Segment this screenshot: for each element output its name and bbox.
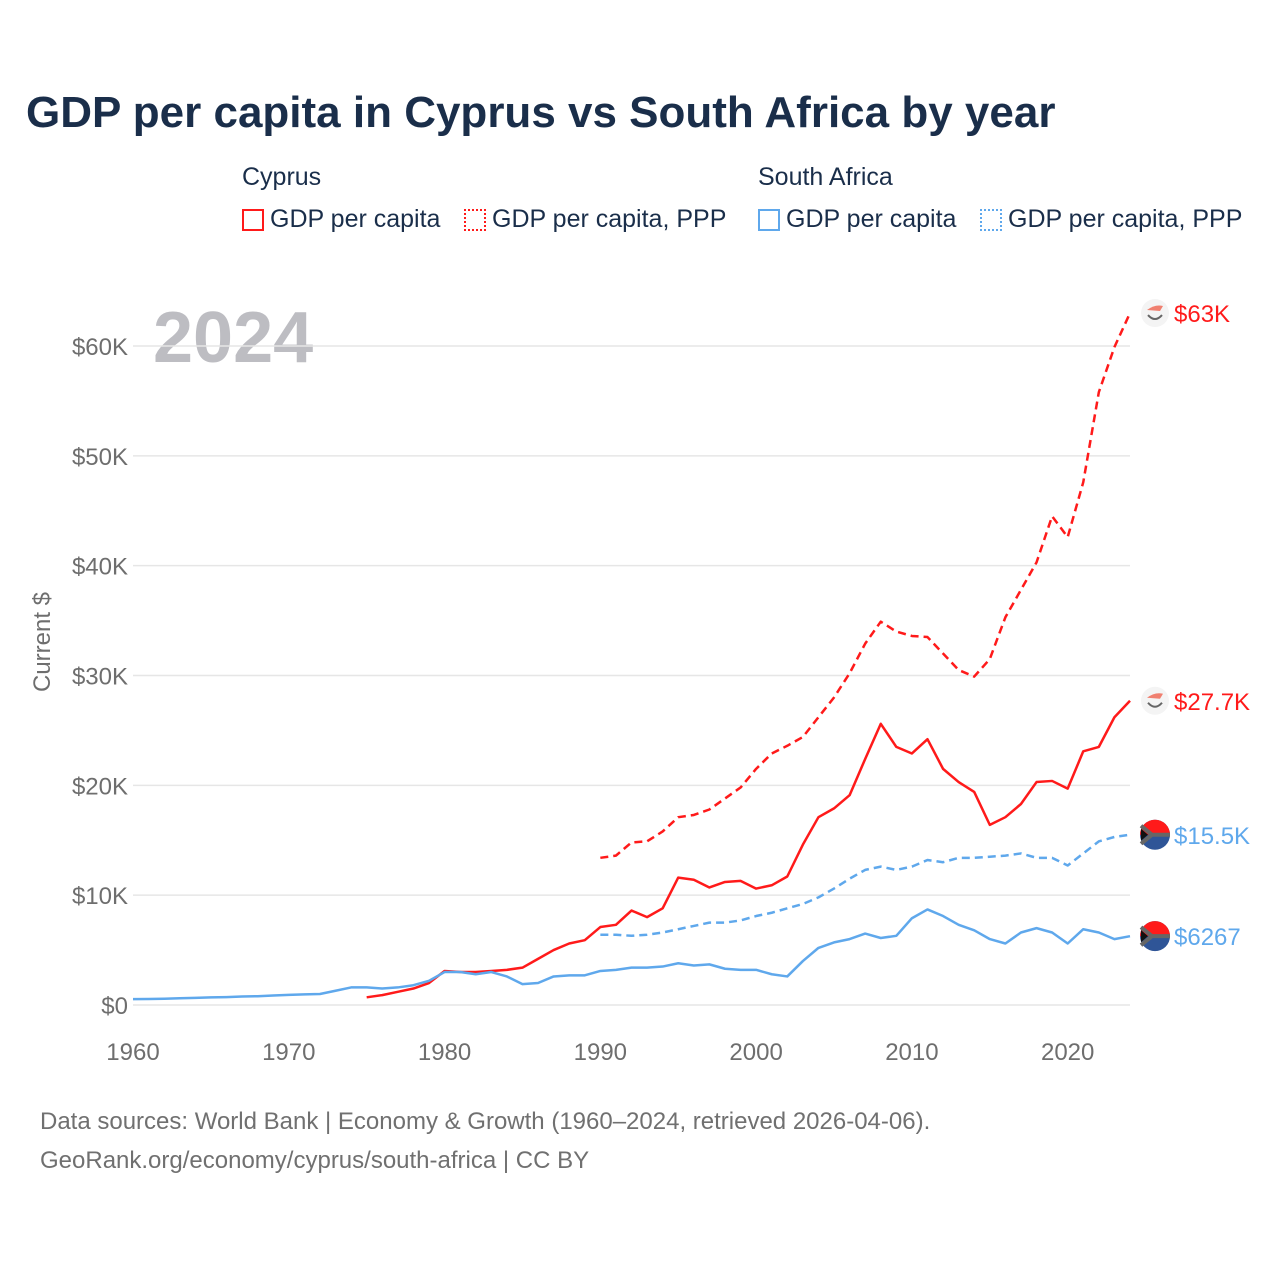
cyprus-flag-icon xyxy=(1141,686,1169,715)
y-tick-label: $20K xyxy=(72,773,128,800)
legend-sa-gdp[interactable]: GDP per capita xyxy=(758,205,956,234)
y-tick-label: $60K xyxy=(72,334,128,361)
legend-label: GDP per capita, PPP xyxy=(1008,205,1243,233)
y-axis-label: Current $ xyxy=(29,592,56,692)
cyprus-map-icon xyxy=(1147,693,1163,699)
legend-swatch-dotted xyxy=(464,208,486,231)
y-tick-label: $50K xyxy=(72,444,128,471)
end-value-label: $63K xyxy=(1174,301,1230,328)
legend-label: GDP per capita, PPP xyxy=(492,205,727,233)
olive-branch-icon xyxy=(1147,314,1163,321)
cyprus-flag-icon xyxy=(1141,299,1169,328)
legend-swatch-solid xyxy=(758,208,780,231)
flag-y-band xyxy=(1139,925,1170,947)
series-line-south-africa-gdp-per-capita xyxy=(132,908,1131,1001)
y-tick-label: $10K xyxy=(72,883,128,910)
source-line-1: Data sources: World Bank | Economy & Gro… xyxy=(40,1108,931,1135)
legend-sa-ppp[interactable]: GDP per capita, PPP xyxy=(980,205,1242,234)
legend-label: GDP per capita xyxy=(786,205,957,233)
y-tick-label: $30K xyxy=(72,664,128,691)
x-tick-label: 2000 xyxy=(729,1039,782,1066)
legend-cyprus-gdp[interactable]: GDP per capita xyxy=(242,205,440,234)
x-tick-label: 2020 xyxy=(1041,1039,1094,1066)
legend-group-cyprus: Cyprus xyxy=(242,163,322,191)
legend-label: GDP per capita xyxy=(270,205,441,233)
flag-black-triangle xyxy=(1141,828,1148,841)
y-tick-label: $40K xyxy=(72,554,128,581)
x-tick-label: 1960 xyxy=(106,1039,159,1066)
x-tick-label: 2010 xyxy=(885,1039,938,1066)
chart-title: GDP per capita in Cyprus vs South Africa… xyxy=(26,88,1056,137)
flag-y-band xyxy=(1139,824,1170,846)
olive-branch-icon xyxy=(1147,702,1163,708)
y-tick-label: $0 xyxy=(101,993,128,1020)
legend-cyprus-ppp[interactable]: GDP per capita, PPP xyxy=(464,205,726,234)
end-value-label: $15.5K xyxy=(1174,823,1250,850)
end-value-label: $6267 xyxy=(1174,924,1241,951)
legend-group-south-africa: South Africa xyxy=(758,163,893,191)
source-line-2[interactable]: GeoRank.org/economy/cyprus/south-africa … xyxy=(40,1147,590,1174)
series-line-cyprus-gdp-per-capita xyxy=(366,699,1131,999)
x-tick-label: 1990 xyxy=(574,1039,627,1066)
year-watermark: 2024 xyxy=(153,298,313,378)
legend-swatch-solid xyxy=(242,208,264,231)
x-tick-label: 1980 xyxy=(418,1039,471,1066)
cyprus-map-icon xyxy=(1147,305,1163,312)
x-tick-label: 1970 xyxy=(262,1039,315,1066)
flag-black-triangle xyxy=(1141,930,1148,943)
legend-swatch-dotted xyxy=(980,208,1002,231)
series-line-south-africa-gdp-per-capita-ppp xyxy=(600,833,1131,938)
series-line-cyprus-gdp-per-capita-ppp xyxy=(600,312,1132,860)
end-value-label: $27.7K xyxy=(1174,689,1250,716)
